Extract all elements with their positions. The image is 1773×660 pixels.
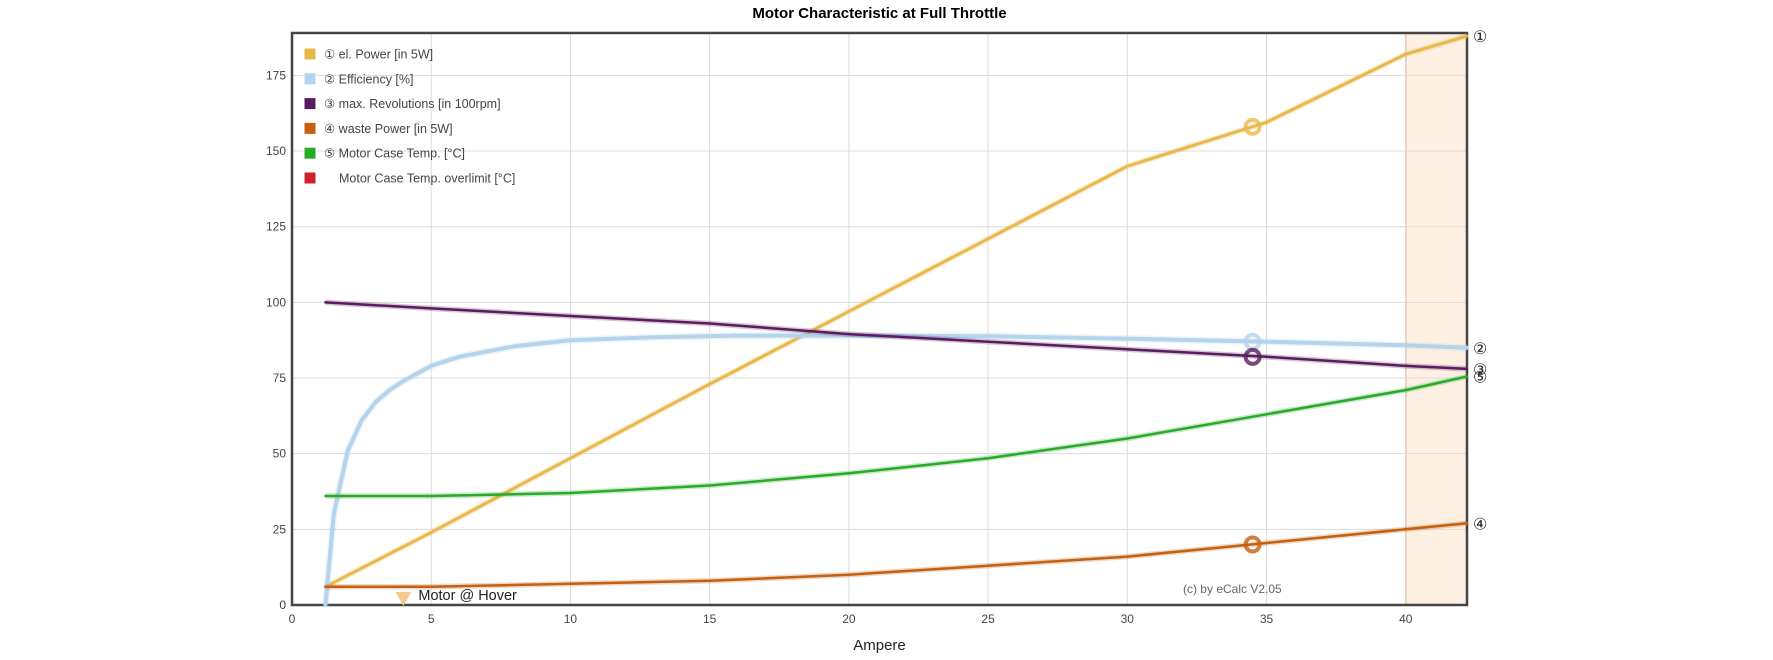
operating-point-marker — [1243, 535, 1262, 554]
plot-frame — [290, 31, 1469, 607]
plot-background — [292, 33, 1467, 605]
x-tick-label: 0 — [289, 612, 296, 626]
legend-swatch — [303, 72, 317, 86]
y-tick-label: 50 — [273, 447, 287, 461]
series-line — [324, 301, 1469, 371]
x-tick-label: 5 — [428, 612, 435, 626]
series-line — [324, 375, 1469, 498]
y-tick-label: 0 — [279, 598, 286, 612]
x-tick-label: 30 — [1121, 612, 1135, 626]
x-tick-label: 25 — [981, 612, 995, 626]
series-end-marker: ④ — [1473, 516, 1487, 533]
legend-label: ⑤ Motor Case Temp. [°C] — [324, 147, 465, 161]
legend-swatch — [303, 146, 317, 160]
legend-label: ① el. Power [in 5W] — [324, 48, 433, 62]
series-line — [324, 522, 1469, 589]
legend-label: ④ waste Power [in 5W] — [324, 122, 453, 136]
y-tick-label: 25 — [273, 522, 287, 536]
x-tick-label: 20 — [842, 612, 856, 626]
x-tick-label: 10 — [564, 612, 578, 626]
y-tick-label: 175 — [266, 68, 286, 82]
limit-band — [1405, 33, 1467, 605]
y-tick-label: 125 — [266, 220, 286, 234]
legend-swatch — [303, 121, 317, 135]
legend-label: Motor Case Temp. overlimit [°C] — [339, 172, 515, 186]
series-end-marker: ③ — [1473, 362, 1487, 379]
legend-label: ② Efficiency [%] — [324, 72, 413, 86]
hover-label: Motor @ Hover — [418, 588, 517, 604]
copyright-label: (c) by eCalc V2.05 — [1183, 582, 1282, 596]
x-tick-label: 35 — [1260, 612, 1274, 626]
y-tick-label: 75 — [273, 371, 287, 385]
legend-swatch — [303, 47, 317, 61]
x-axis-label: Ampere — [853, 637, 906, 654]
legend-swatch — [303, 97, 317, 111]
hover-marker — [395, 591, 412, 606]
x-tick-label: 15 — [703, 612, 717, 626]
y-tick-label: 100 — [266, 295, 286, 309]
y-tick-label: 150 — [266, 144, 286, 158]
series-line — [323, 333, 1469, 607]
series-end-marker: ⑤ — [1473, 370, 1487, 387]
chart-title: Motor Characteristic at Full Throttle — [752, 5, 1006, 22]
series-end-marker: ① — [1473, 29, 1487, 46]
operating-point-marker — [1243, 347, 1262, 366]
legend-swatch — [303, 171, 317, 185]
legend-label: ③ max. Revolutions [in 100rpm] — [324, 97, 501, 111]
series-end-marker: ② — [1473, 341, 1487, 358]
operating-point-marker — [1243, 117, 1262, 136]
x-tick-label: 40 — [1399, 612, 1413, 626]
